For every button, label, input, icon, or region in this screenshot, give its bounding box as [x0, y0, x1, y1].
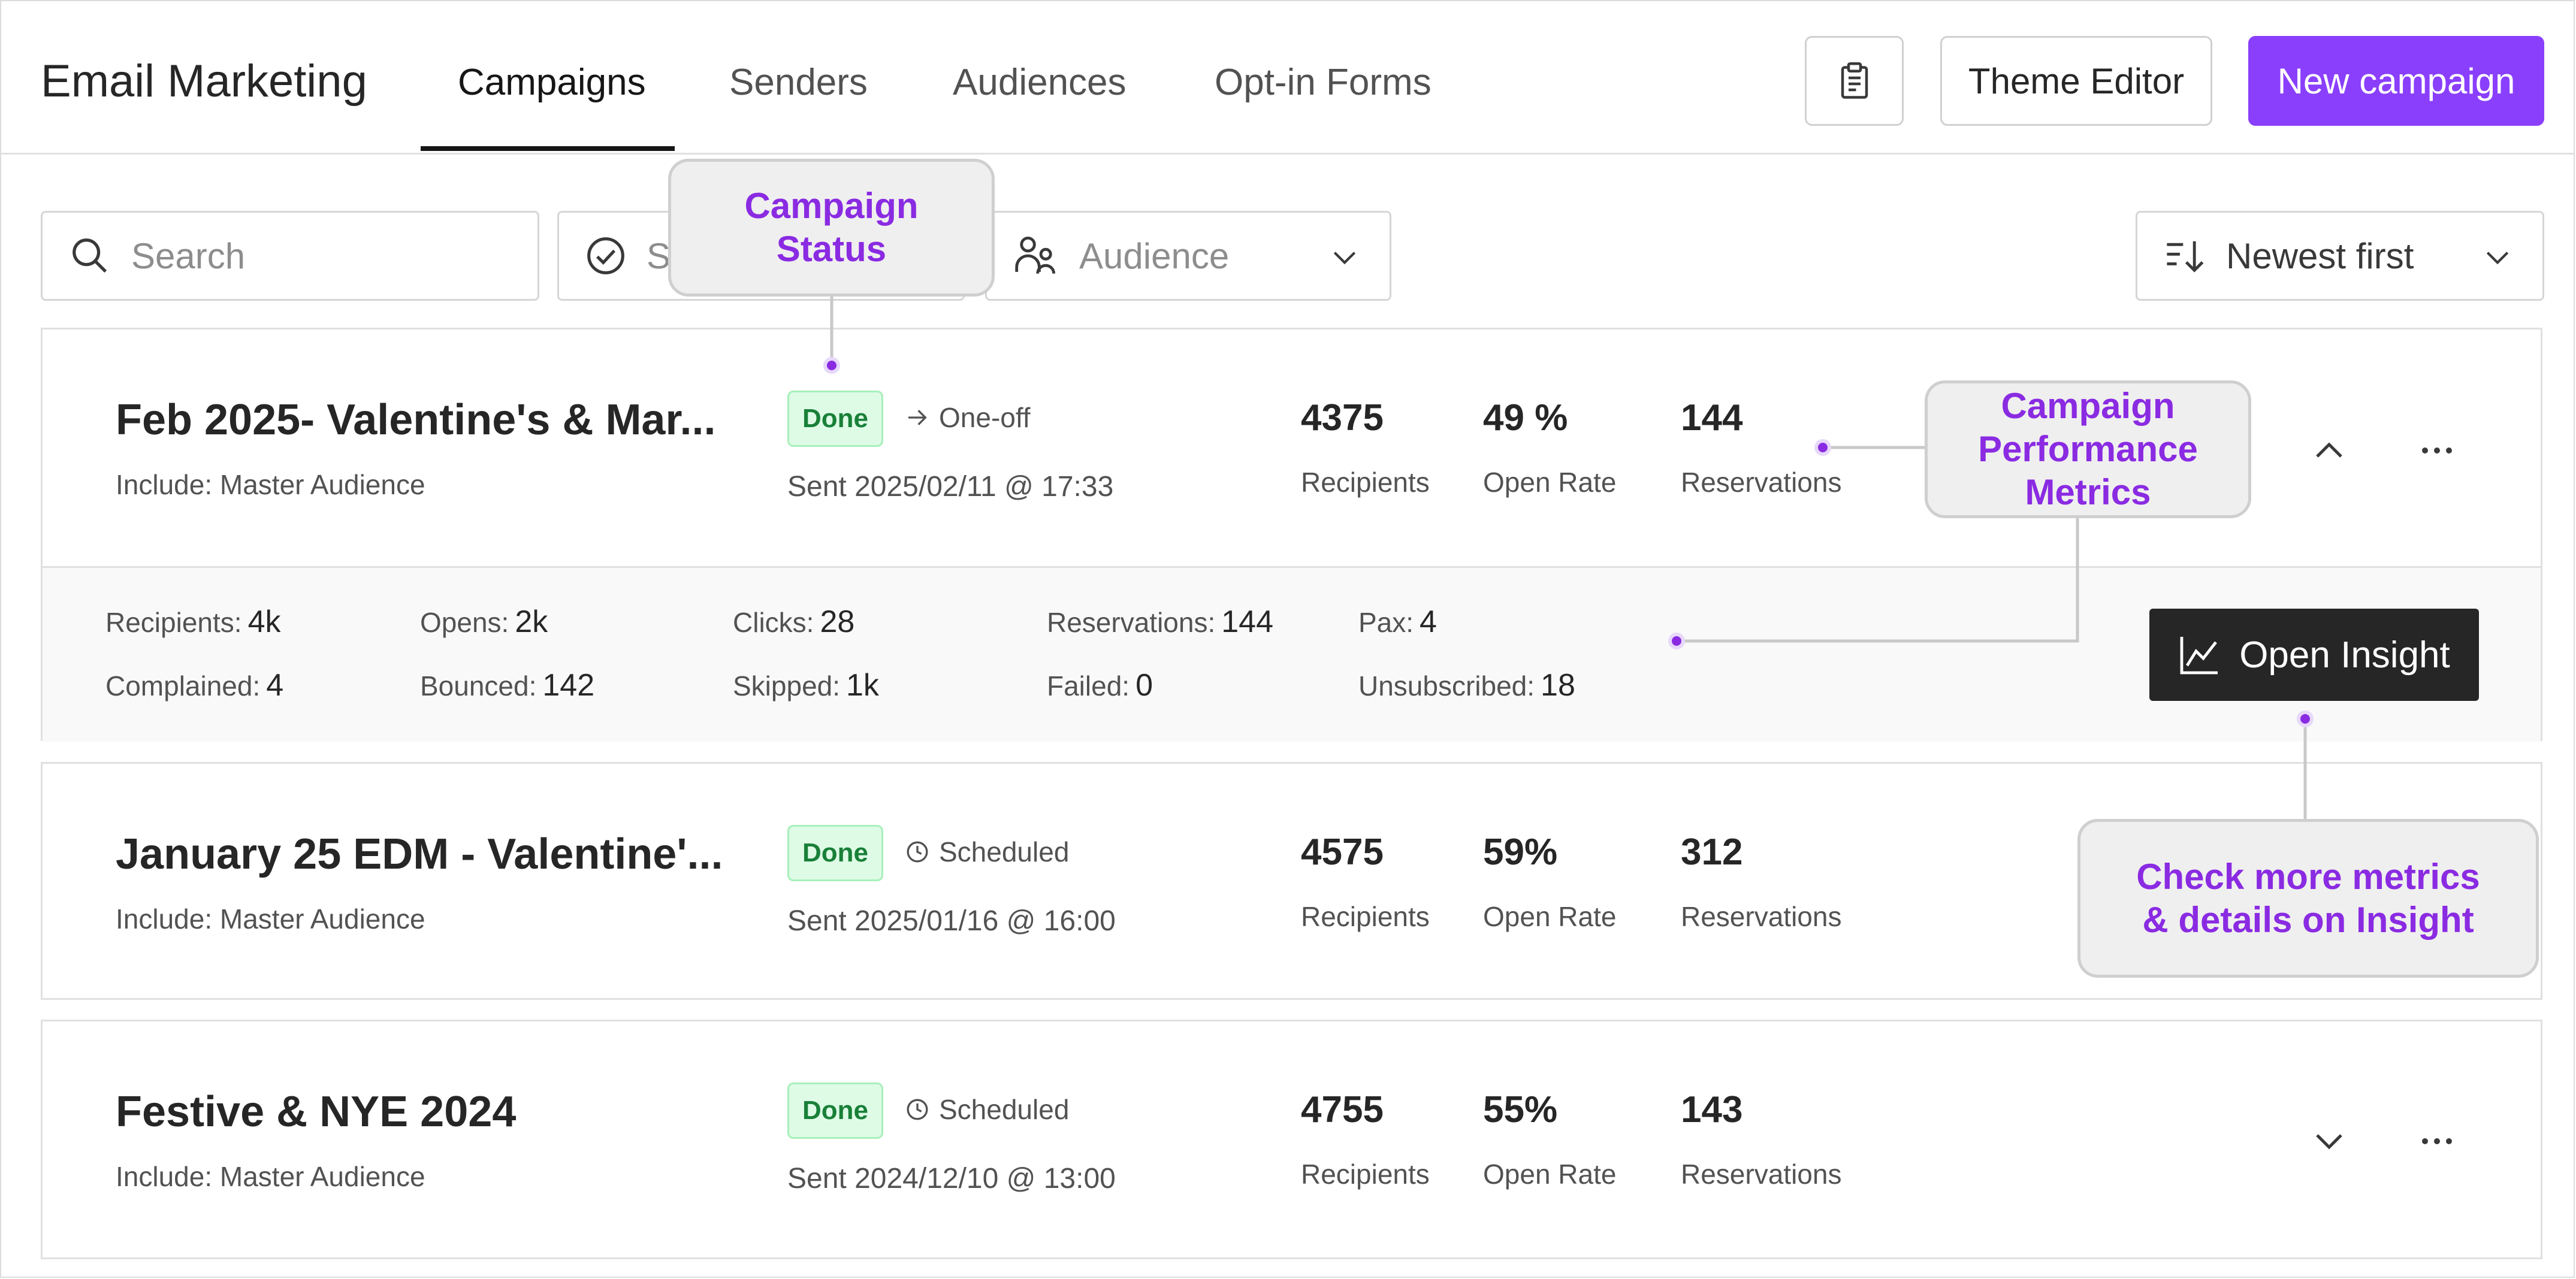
- audience-filter[interactable]: Audience: [985, 211, 1391, 301]
- open-insight-button[interactable]: Open Insight: [2149, 609, 2479, 701]
- open-rate-label: Open Rate: [1483, 467, 1617, 498]
- campaign-details: Recipients: 4k Opens: 2k Clicks: 28 Reserva…: [43, 566, 2541, 742]
- active-tab-indicator: [421, 146, 675, 151]
- open-rate-value: 59%: [1483, 831, 1558, 873]
- chevron-down-icon[interactable]: [2311, 1123, 2347, 1159]
- overflow-menu-icon[interactable]: [2419, 1123, 2455, 1159]
- campaign-title[interactable]: Festive & NYE 2024: [116, 1088, 517, 1136]
- clock-icon: [907, 1099, 928, 1120]
- tab-senders[interactable]: Senders: [729, 62, 868, 103]
- open-rate-value: 55%: [1483, 1089, 1558, 1130]
- check-circle-icon: [585, 235, 626, 276]
- reservations-label: Reservations: [1681, 901, 1842, 932]
- sent-date: Sent 2025/02/11 @ 17:33: [787, 471, 1114, 503]
- campaign-card[interactable]: Feb 2025- Valentine's & Mar... Include: …: [41, 328, 2542, 742]
- campaign-audience: Include: Master Audience: [116, 1161, 425, 1192]
- reservations-value: 312: [1681, 831, 1743, 873]
- campaign-type-label: One-off: [939, 402, 1031, 433]
- campaign-audience: Include: Master Audience: [116, 903, 425, 935]
- sent-date: Sent 2024/12/10 @ 13:00: [787, 1163, 1116, 1195]
- campaign-audience: Include: Master Audience: [116, 469, 425, 500]
- recipients-label: Recipients: [1301, 1159, 1430, 1190]
- open-rate-label: Open Rate: [1483, 1159, 1617, 1190]
- detail-unsubscribed: Unsubscribed: 18: [1358, 668, 1575, 703]
- arrow-right-icon: [908, 410, 927, 425]
- detail-failed: Failed: 0: [1047, 668, 1153, 703]
- status-badge: Done: [787, 1083, 883, 1139]
- search-input[interactable]: Search: [41, 211, 539, 301]
- sort-select[interactable]: Newest first: [2136, 211, 2544, 301]
- search-icon: [69, 235, 111, 277]
- clipboard-button[interactable]: [1805, 36, 1904, 126]
- annotation-insight: Check more metrics & details on Insight: [2077, 819, 2539, 978]
- open-insight-label: Open Insight: [2239, 634, 2450, 676]
- recipients-label: Recipients: [1301, 901, 1430, 932]
- reservations-label: Reservations: [1681, 467, 1842, 498]
- status-badge: Done: [787, 391, 883, 447]
- recipients-label: Recipients: [1301, 467, 1430, 498]
- reservations-value: 143: [1681, 1089, 1743, 1130]
- theme-editor-button[interactable]: Theme Editor: [1940, 36, 2212, 126]
- campaign-type-label: Scheduled: [939, 836, 1070, 867]
- detail-recipients: Recipients: 4k: [105, 604, 281, 639]
- search-placeholder: Search: [131, 235, 246, 276]
- audience-placeholder: Audience: [1079, 235, 1230, 276]
- open-rate-value: 49 %: [1483, 397, 1568, 439]
- overflow-menu-icon[interactable]: [2419, 433, 2455, 468]
- open-rate-label: Open Rate: [1483, 901, 1617, 932]
- campaign-type: One-off: [905, 401, 1031, 434]
- audience-icon: [1013, 235, 1059, 277]
- clock-icon: [907, 841, 928, 863]
- detail-bounced: Bounced: 142: [420, 668, 595, 703]
- tab-audiences[interactable]: Audiences: [953, 62, 1127, 103]
- detail-reservations: Reservations: 144: [1047, 604, 1273, 639]
- campaign-title[interactable]: January 25 EDM - Valentine'...: [116, 830, 723, 878]
- detail-opens: Opens: 2k: [420, 604, 548, 639]
- line-chart-icon: [2180, 637, 2218, 675]
- clipboard-icon: [1841, 62, 1868, 99]
- detail-pax: Pax: 4: [1358, 604, 1437, 639]
- annotation-campaign-status: Campaign Status: [668, 159, 995, 297]
- campaign-type-label: Scheduled: [939, 1094, 1070, 1125]
- detail-skipped: Skipped: 1k: [733, 668, 879, 703]
- campaign-type: Scheduled: [905, 836, 1069, 868]
- status-placeholder: S: [647, 235, 671, 276]
- sort-label: Newest first: [2226, 235, 2414, 276]
- recipients-value: 4575: [1301, 831, 1384, 873]
- chevron-down-icon: [2483, 243, 2512, 273]
- campaign-type: Scheduled: [905, 1093, 1069, 1126]
- recipients-value: 4755: [1301, 1089, 1384, 1130]
- campaign-title[interactable]: Feb 2025- Valentine's & Mar...: [116, 396, 716, 444]
- status-badge: Done: [787, 825, 883, 881]
- new-campaign-button[interactable]: New campaign: [2248, 36, 2544, 126]
- chevron-down-icon: [1330, 243, 1360, 273]
- recipients-value: 4375: [1301, 397, 1384, 439]
- sort-icon: [2164, 236, 2206, 276]
- app-title: Email Marketing: [41, 56, 367, 107]
- tab-opt-in-forms[interactable]: Opt-in Forms: [1215, 62, 1432, 103]
- chevron-up-icon[interactable]: [2311, 433, 2347, 468]
- tab-campaigns[interactable]: Campaigns: [458, 62, 646, 103]
- campaign-card[interactable]: Festive & NYE 2024 Include: Master Audie…: [41, 1020, 2542, 1259]
- annotation-performance-metrics: Campaign Performance Metrics: [1925, 380, 2251, 518]
- detail-complained: Complained: 4: [105, 668, 284, 703]
- top-nav: Email Marketing Campaigns Senders Audien…: [1, 1, 2574, 155]
- sent-date: Sent 2025/01/16 @ 16:00: [787, 905, 1116, 937]
- reservations-value: 144: [1681, 397, 1743, 439]
- detail-clicks: Clicks: 28: [733, 604, 855, 639]
- reservations-label: Reservations: [1681, 1159, 1842, 1190]
